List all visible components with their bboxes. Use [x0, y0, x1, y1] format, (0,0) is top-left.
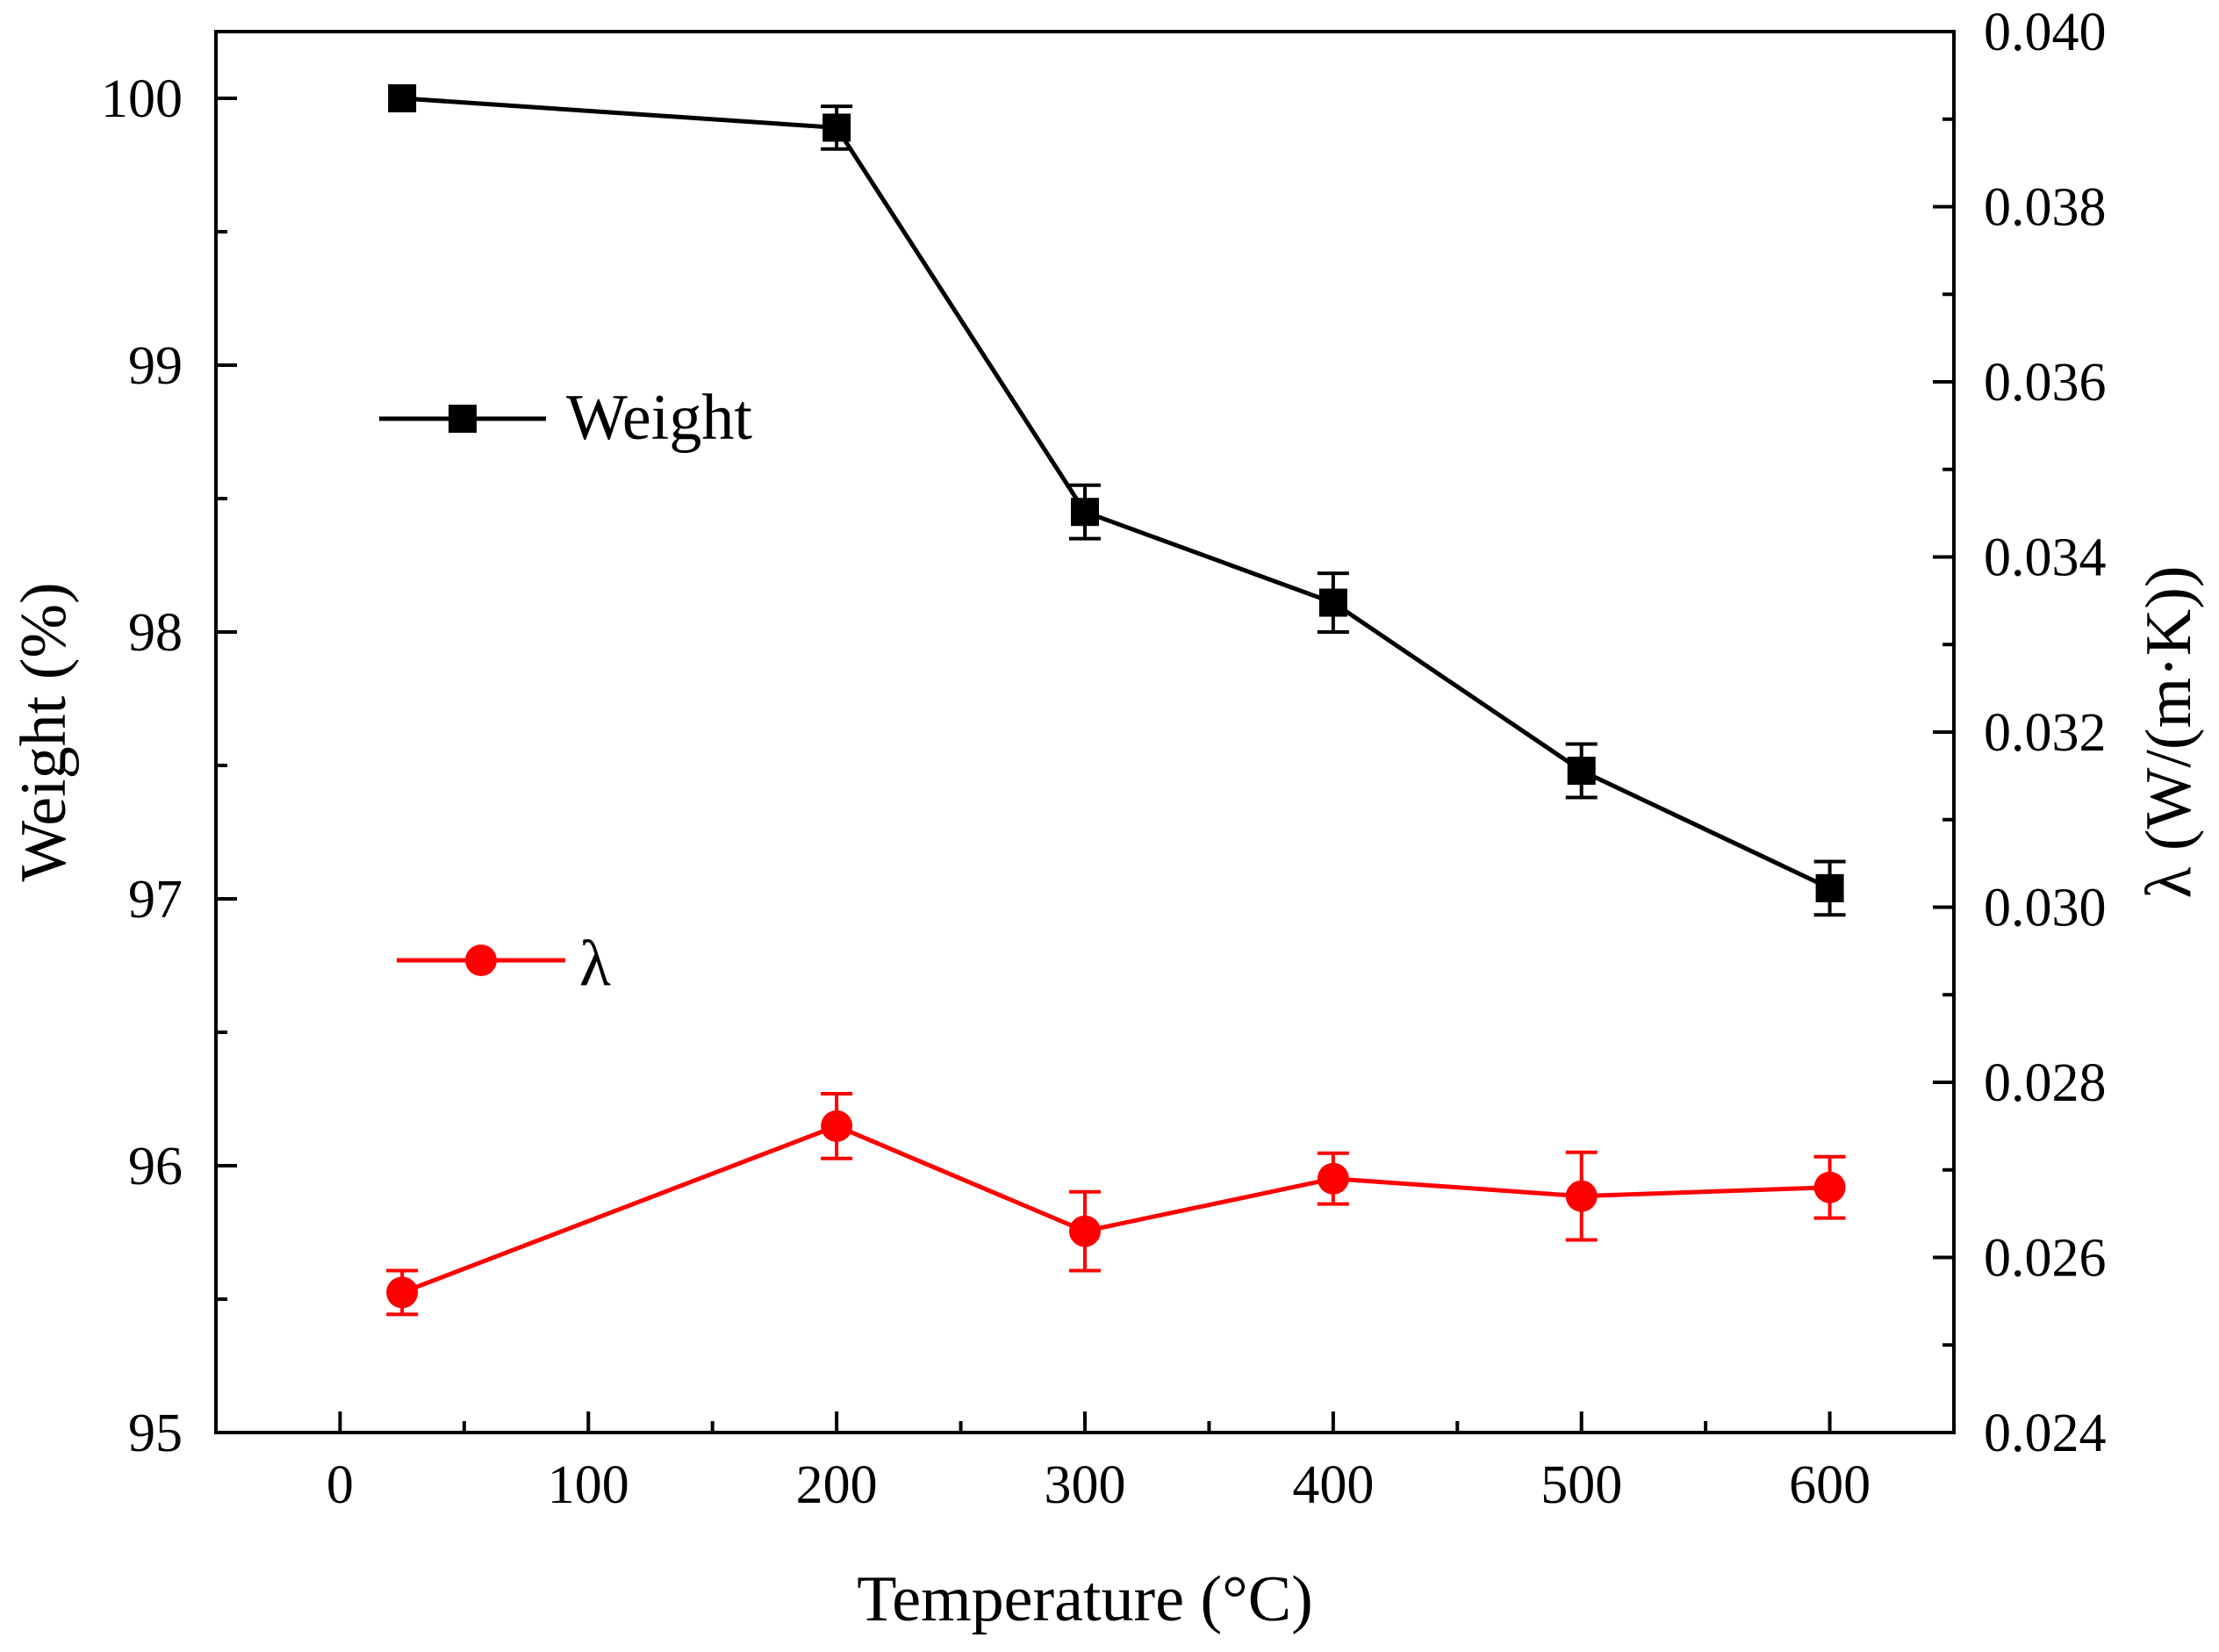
- legend: Weight λ: [379, 382, 752, 1000]
- lambda-series: [386, 1091, 1846, 1317]
- left-y-tick-label: 97: [128, 870, 183, 930]
- left-y-tick-label: 100: [101, 69, 183, 129]
- right-y-tick-label: 0.026: [1984, 1229, 2107, 1289]
- right-y-tick-label: 0.038: [1984, 178, 2107, 238]
- legend-weight-label: Weight: [566, 382, 752, 454]
- right-y-tick-label: 0.036: [1984, 353, 2107, 413]
- weight-series: [388, 84, 1846, 917]
- weight-point: [388, 84, 417, 112]
- x-tick-label: 300: [1045, 1455, 1126, 1515]
- lambda-line: [401, 1124, 1830, 1295]
- x-tick-label: 200: [796, 1455, 878, 1515]
- left-y-tick-label: 95: [128, 1404, 183, 1463]
- x-tick-label: 0: [327, 1455, 354, 1515]
- x-tick-label: 400: [1292, 1455, 1374, 1515]
- legend-lambda-marker: [465, 945, 497, 976]
- left-y-tick-label: 98: [128, 603, 183, 663]
- series-layer: [386, 84, 1846, 1317]
- weight-point: [1071, 498, 1099, 527]
- right-y-tick-label: 0.024: [1984, 1404, 2107, 1463]
- right-y-tick-label: 0.030: [1984, 879, 2107, 938]
- weight-line: [401, 96, 1831, 891]
- lambda-point: [1565, 1180, 1598, 1212]
- weight-point: [1318, 588, 1347, 617]
- x-axis: 0 100 200 300 400 500 600: [327, 1411, 1871, 1515]
- left-y-axis: 95 96 97 98 99 100: [101, 69, 237, 1463]
- lambda-point: [1317, 1162, 1349, 1195]
- left-y-axis-title: Weight (%): [8, 582, 80, 881]
- right-y-axis: 0.024 0.026 0.028 0.030 0.032 0.034 0.036 0.038…: [1933, 3, 2107, 1463]
- right-y-tick-label: 0.040: [1984, 3, 2107, 62]
- legend-weight-marker: [449, 405, 477, 433]
- x-tick-label: 500: [1540, 1455, 1622, 1515]
- lambda-point: [821, 1110, 853, 1142]
- x-axis-title: Temperature (°C): [857, 1563, 1313, 1635]
- weight-point: [1567, 757, 1596, 786]
- weight-point: [1815, 873, 1844, 902]
- legend-lambda-label: λ: [579, 928, 611, 1000]
- x-tick-label: 100: [548, 1455, 629, 1515]
- x-tick-label: 600: [1789, 1455, 1871, 1515]
- lambda-point: [1069, 1215, 1101, 1247]
- lambda-point: [386, 1276, 419, 1309]
- right-y-tick-label: 0.028: [1984, 1053, 2107, 1113]
- right-y-tick-label: 0.034: [1984, 528, 2107, 588]
- right-y-tick-label: 0.032: [1984, 703, 2107, 763]
- weight-point: [822, 113, 851, 142]
- right-y-axis-title: λ (W/(m·K)): [2133, 566, 2205, 899]
- left-y-tick-label: 99: [128, 336, 183, 396]
- lambda-point: [1813, 1171, 1846, 1203]
- left-y-tick-label: 96: [128, 1137, 183, 1196]
